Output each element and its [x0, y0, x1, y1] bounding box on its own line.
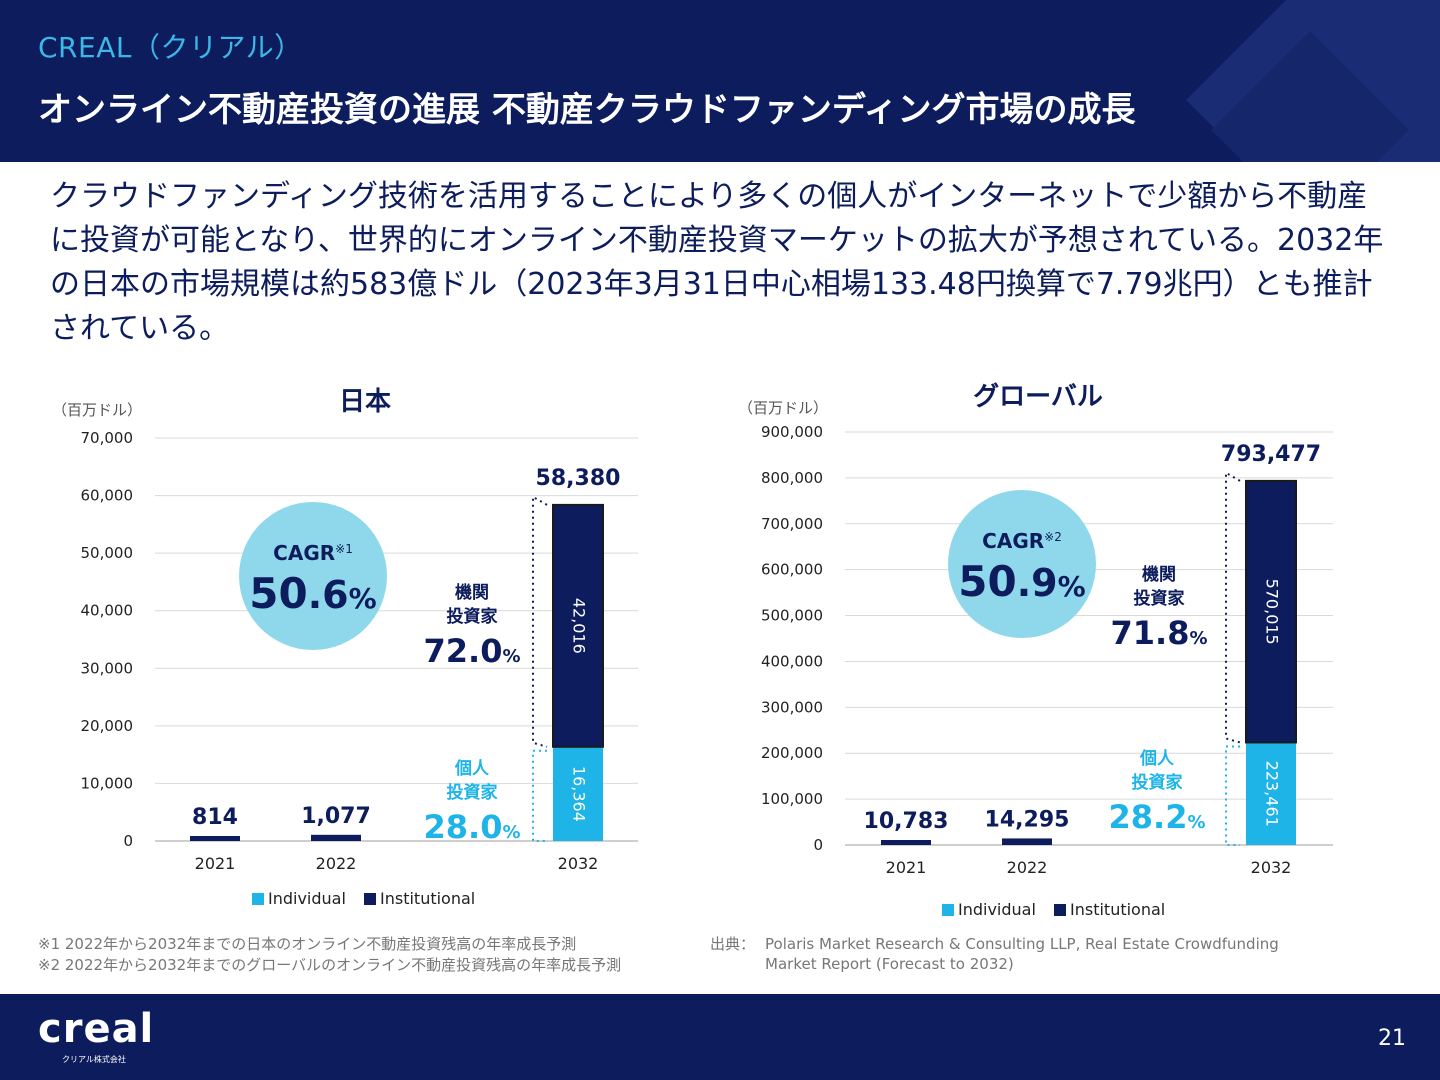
total-label: 814	[192, 805, 238, 830]
individual-share-line1: 個人	[454, 758, 490, 779]
individual-share-value: 28.2%	[1109, 798, 1206, 836]
y-tick-label: 200,000	[761, 744, 823, 762]
source-text: Polaris Market Research & Consulting LLP…	[765, 935, 1279, 973]
segment-label-institutional: 570,015	[1263, 579, 1282, 645]
institutional-share-line2: 投資家	[1134, 588, 1185, 609]
y-tick-label: 30,000	[81, 659, 134, 677]
x-tick-label: 2022	[316, 854, 357, 873]
total-label: 58,380	[536, 466, 621, 491]
y-tick-label: 10,000	[81, 774, 134, 792]
x-tick-label: 2021	[195, 854, 236, 873]
y-tick-label: 20,000	[81, 717, 134, 735]
individual-share-value: 28.0%	[424, 808, 521, 846]
legend-swatch-individual	[252, 893, 264, 905]
legend-label-institutional: Institutional	[380, 889, 475, 908]
cagr-value: 50.6%	[249, 569, 376, 618]
legend-label-institutional: Institutional	[1070, 900, 1165, 919]
creal-logo: creal	[38, 1006, 155, 1052]
page-number: 21	[1378, 1026, 1406, 1051]
legend-swatch-institutional	[364, 893, 376, 905]
bracket-individual	[532, 749, 547, 842]
page-title: オンライン不動産投資の進展 不動産クラウドファンディング市場の成長	[38, 90, 1136, 130]
footnote-1: ※1 2022年から2032年までの日本のオンライン不動産投資残高の年率成長予測	[38, 935, 577, 953]
logo-subtitle: クリアル株式会社	[62, 1055, 126, 1064]
legend-label-individual: Individual	[958, 900, 1036, 919]
y-tick-label: 800,000	[761, 469, 823, 487]
y-tick-label: 700,000	[761, 515, 823, 533]
legend-swatch-individual	[942, 904, 954, 916]
institutional-share-value: 72.0%	[424, 632, 521, 670]
header-banner: CREAL（クリアル） オンライン不動産投資の進展 不動産クラウドファンディング…	[0, 0, 1440, 162]
institutional-share-line1: 機関	[455, 582, 489, 603]
chart-global: グローバル （百万ドル） 0 100,000 200,000 300,000 400,000…	[720, 370, 1380, 920]
y-tick-label: 0	[123, 832, 133, 850]
cagr-circle	[239, 502, 387, 650]
x-tick-label: 2032	[558, 854, 599, 873]
y-tick-label: 0	[813, 836, 823, 854]
chart-svg: グローバル （百万ドル） 0 100,000 200,000 300,000 400,000…	[738, 382, 1333, 919]
x-tick-label: 2032	[1251, 858, 1292, 877]
segment-label-individual: 223,461	[1263, 761, 1282, 827]
y-unit-label: （百万ドル）	[738, 399, 828, 417]
bar-individual-2032	[553, 746, 603, 841]
x-tick-label: 2022	[1007, 858, 1048, 877]
segment-label-institutional: 42,016	[570, 598, 589, 654]
y-tick-label: 900,000	[761, 423, 823, 441]
bar-individual-2032	[1246, 742, 1296, 845]
source-label: 出典：	[710, 935, 756, 953]
institutional-share-value: 71.8%	[1111, 614, 1208, 652]
y-tick-label: 100,000	[761, 790, 823, 808]
source-note: 出典： Polaris Market Research & Consulting…	[710, 934, 1325, 974]
institutional-share-line2: 投資家	[447, 606, 498, 627]
y-tick-label: 40,000	[81, 602, 134, 620]
bar-institutional-2022	[311, 834, 361, 841]
y-tick-label: 300,000	[761, 698, 823, 716]
chart-japan: 日本 （百万ドル） 0 10,000 20,000 30,000 40,000 50,000 6…	[30, 370, 690, 920]
total-label: 14,295	[985, 807, 1070, 832]
segment-label-individual: 16,364	[570, 766, 589, 822]
bracket-individual	[1225, 745, 1240, 846]
chart-title: グローバル	[973, 382, 1103, 412]
x-tick-label: 2021	[886, 858, 927, 877]
individual-share-line2: 投資家	[447, 782, 498, 803]
total-label: 10,783	[864, 809, 949, 834]
brand-label: CREAL（クリアル）	[38, 31, 303, 64]
bracket-institutional	[532, 495, 548, 748]
total-label: 793,477	[1221, 442, 1321, 467]
footer-bar: creal クリアル株式会社 21	[0, 994, 1440, 1080]
individual-share-line1: 個人	[1139, 748, 1175, 769]
footnotes: ※1 2022年から2032年までの日本のオンライン不動産投資残高の年率成長予測…	[38, 934, 621, 976]
bar-institutional-2022	[1002, 838, 1052, 845]
bar-institutional-2021	[190, 836, 240, 841]
bar-institutional-2021	[881, 840, 931, 845]
cagr-label: CAGR※2	[982, 529, 1062, 553]
bar-institutional-2032	[1245, 479, 1297, 744]
chart-svg: 日本 （百万ドル） 0 10,000 20,000 30,000 40,000 50,000 6…	[52, 387, 638, 908]
cagr-label: CAGR※1	[273, 541, 353, 565]
y-tick-label: 500,000	[761, 607, 823, 625]
y-tick-label: 400,000	[761, 652, 823, 670]
y-tick-label: 60,000	[81, 487, 134, 505]
lead-paragraph: クラウドファンディング技術を活用することにより多くの個人がインターネットで少額か…	[50, 179, 1384, 346]
y-tick-label: 50,000	[81, 544, 134, 562]
institutional-share-line1: 機関	[1142, 564, 1176, 585]
individual-share-line2: 投資家	[1132, 772, 1183, 793]
cagr-circle	[948, 490, 1096, 638]
y-unit-label: （百万ドル）	[52, 401, 142, 419]
cagr-value: 50.9%	[958, 557, 1085, 606]
bar-institutional-2032	[552, 503, 604, 748]
bracket-institutional	[1225, 471, 1241, 744]
y-tick-label: 70,000	[81, 429, 134, 447]
total-label: 1,077	[301, 804, 371, 829]
legend-label-individual: Individual	[268, 889, 346, 908]
legend-swatch-institutional	[1054, 904, 1066, 916]
y-tick-label: 600,000	[761, 561, 823, 579]
chart-title: 日本	[339, 387, 391, 417]
footnote-2: ※2 2022年から2032年までのグローバルのオンライン不動産投資残高の年率成…	[38, 956, 622, 974]
